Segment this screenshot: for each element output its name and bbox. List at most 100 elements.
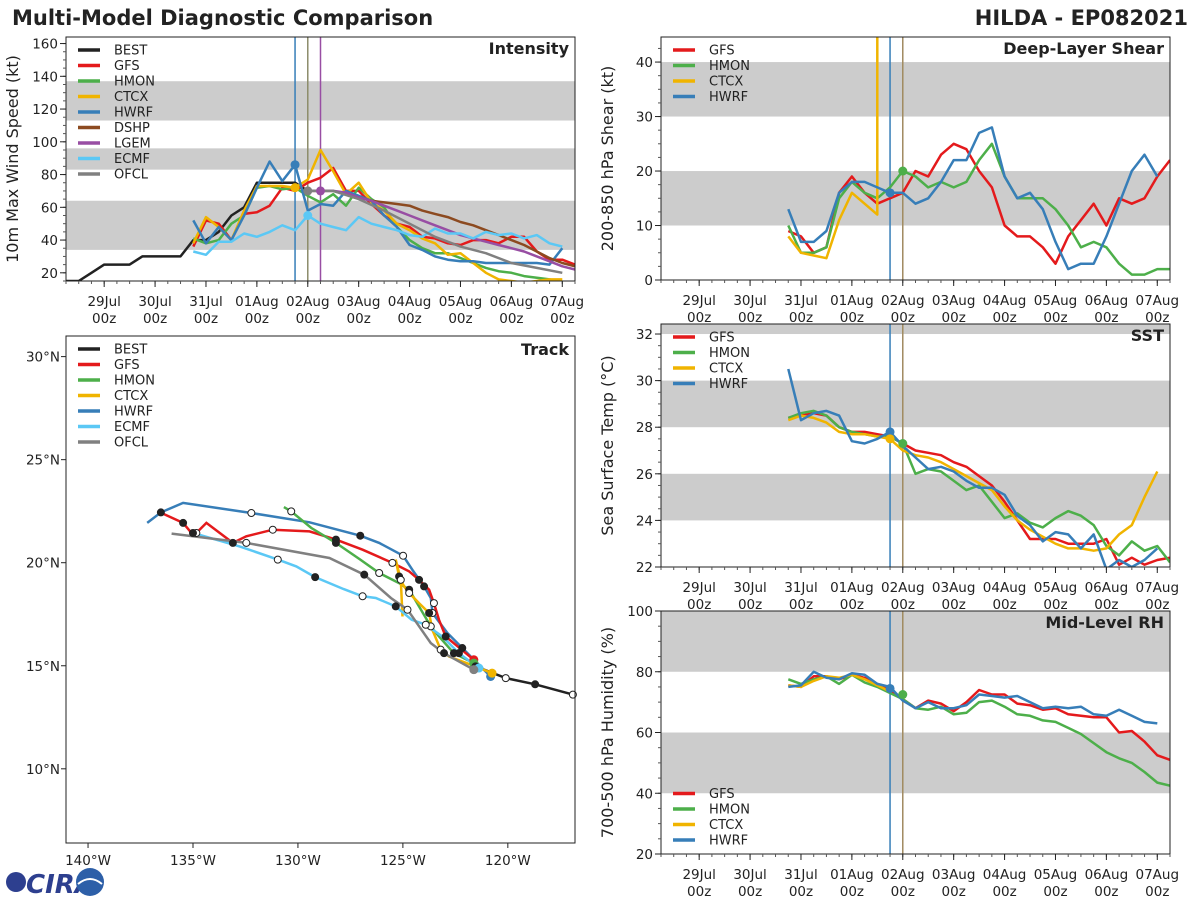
- legend-label-gfs: GFS: [709, 331, 735, 346]
- lat-tick-label: 10°N: [26, 762, 60, 778]
- intensity-panel: 29Jul00z30Jul00z31Jul00z01Aug00z02Aug00z…: [3, 36, 584, 327]
- y-axis-label: Sea Surface Temp (°C): [598, 355, 617, 535]
- series-hwrf: [787, 126, 1159, 271]
- track-position-marker: [405, 589, 414, 598]
- series-ctcx: [787, 414, 1159, 552]
- y-tick-label: 140: [32, 69, 58, 85]
- time-tick-day: 05Aug: [1034, 867, 1078, 883]
- time-tick-hour: 00z: [789, 310, 813, 326]
- time-tick-day: 03Aug: [932, 867, 976, 883]
- legend-label-best: BEST: [114, 44, 147, 59]
- legend-label-hwrf: HWRF: [709, 834, 748, 849]
- y-tick-label: 40: [636, 786, 653, 802]
- y-tick-label: 24: [636, 513, 653, 529]
- y-tick-label: 120: [32, 102, 58, 118]
- plot-area: [661, 324, 1170, 567]
- threshold-band: [661, 611, 1170, 672]
- lon-tick-label: 130°W: [275, 853, 321, 869]
- time-tick-hour: 00z: [1145, 884, 1169, 900]
- time-tick-hour: 00z: [840, 310, 864, 326]
- time-tick-day: 01Aug: [830, 293, 874, 309]
- track-position-marker: [440, 649, 449, 658]
- time-tick-hour: 00z: [1094, 310, 1118, 326]
- threshold-band: [661, 62, 1170, 117]
- time-tick-hour: 00z: [1043, 597, 1067, 613]
- cira-logo: CIRA: [6, 868, 104, 900]
- threshold-band: [661, 732, 1170, 794]
- time-tick-day: 31Jul: [784, 867, 817, 883]
- track-position-marker: [331, 538, 340, 547]
- time-tick-day: 02Aug: [881, 293, 925, 309]
- track-position-marker: [415, 575, 424, 584]
- y-tick-label: 30: [636, 110, 653, 126]
- time-tick-hour: 00z: [789, 884, 813, 900]
- time-tick-day: 29Jul: [682, 293, 715, 309]
- track-position-marker: [228, 538, 237, 547]
- legend-label-ctcx: CTCX: [709, 75, 743, 90]
- legend-label-ctcx: CTCX: [709, 362, 743, 377]
- y-tick-label: 20: [636, 164, 653, 180]
- map-frame: [65, 335, 576, 844]
- legend-label-ctcx: CTCX: [114, 90, 148, 105]
- y-tick-label: 22: [636, 560, 653, 576]
- initial-marker-hmon: [898, 166, 908, 176]
- time-tick-hour: 00z: [942, 597, 966, 613]
- time-tick-day: 05Aug: [1034, 580, 1078, 596]
- track-position-marker: [531, 680, 540, 689]
- track-position-marker: [375, 569, 384, 578]
- time-tick-day: 06Aug: [1085, 293, 1129, 309]
- time-tick-hour: 00z: [1145, 597, 1169, 613]
- time-tick-day: 30Jul: [733, 867, 766, 883]
- y-tick-label: 20: [41, 266, 58, 282]
- plot-area: [661, 37, 1170, 280]
- time-tick-day: 04Aug: [983, 580, 1027, 596]
- y-tick-label: 80: [41, 168, 58, 184]
- time-tick-day: 31Jul: [189, 294, 222, 310]
- lon-tick-label: 140°W: [65, 853, 111, 869]
- time-tick-hour: 00z: [347, 311, 371, 327]
- y-tick-label: 32: [636, 327, 653, 343]
- initial-marker-hwrf: [290, 160, 300, 170]
- time-tick-day: 01Aug: [830, 867, 874, 883]
- track-position-marker: [391, 602, 400, 611]
- track-position-marker: [311, 573, 320, 582]
- legend-label-hwrf: HWRF: [709, 90, 748, 105]
- track-position-marker: [396, 575, 405, 584]
- legend-label-best: BEST: [114, 343, 147, 358]
- time-tick-hour: 00z: [92, 311, 116, 327]
- series-ecmf: [192, 214, 563, 257]
- y-tick-label: 100: [627, 604, 653, 620]
- track-start-marker: [487, 668, 497, 678]
- track-position-marker: [388, 558, 397, 567]
- y-axis-label: 10m Max Wind Speed (kt): [3, 55, 22, 263]
- y-tick-label: 40: [41, 233, 58, 249]
- y-tick-label: 26: [636, 467, 653, 483]
- time-tick-hour: 00z: [738, 310, 762, 326]
- track-position-marker: [421, 620, 430, 629]
- legend-label-hwrf: HWRF: [114, 106, 153, 121]
- figure-title: Multi-Model Diagnostic Comparison: [12, 6, 433, 30]
- initial-marker-hmon: [898, 439, 908, 449]
- legend-label-ecmf: ECMF: [114, 152, 150, 167]
- threshold-band: [661, 171, 1170, 226]
- y-tick-label: 160: [32, 37, 58, 53]
- initial-marker-hwrf: [885, 188, 895, 198]
- time-tick-hour: 00z: [245, 311, 269, 327]
- legend-label-ecmf: ECMF: [114, 420, 150, 435]
- track-position-marker: [360, 570, 369, 579]
- y-tick-label: 100: [32, 135, 58, 151]
- time-tick-hour: 00z: [194, 311, 218, 327]
- legend-label-ctcx: CTCX: [114, 389, 148, 404]
- time-tick-day: 29Jul: [682, 580, 715, 596]
- initial-marker-hwrf: [885, 427, 895, 437]
- y-axis-label: 700-500 hPa Humidity (%): [598, 627, 617, 838]
- panel-title: SST: [1131, 326, 1164, 345]
- series-hwrf: [788, 670, 1158, 725]
- legend-label-hmon: HMON: [114, 374, 155, 389]
- initial-marker-ctcx: [885, 434, 895, 444]
- track-start-marker: [469, 665, 479, 675]
- time-tick-day: 07Aug: [1136, 580, 1180, 596]
- initial-marker-ecmf: [303, 210, 313, 220]
- time-tick-day: 06Aug: [1085, 580, 1129, 596]
